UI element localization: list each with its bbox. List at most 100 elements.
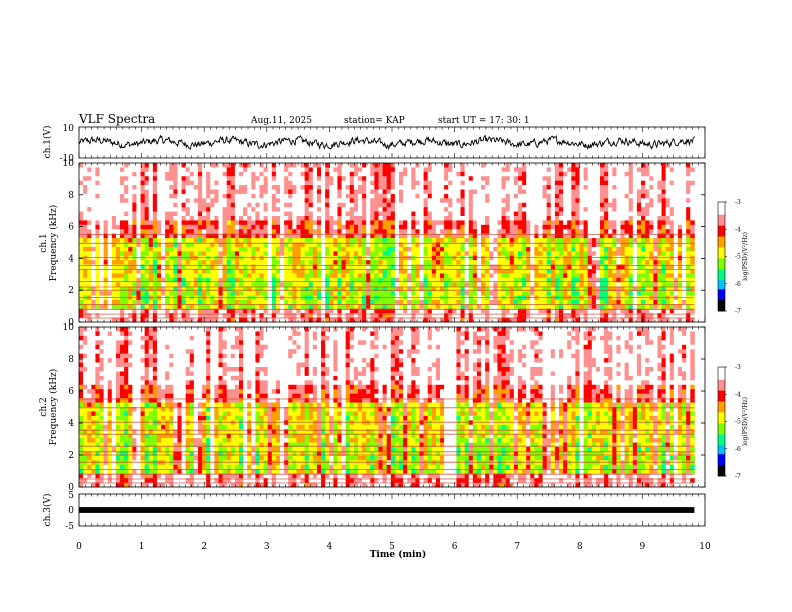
spectrogram-cell xyxy=(370,185,375,190)
spectrogram-cell xyxy=(575,211,580,217)
spectrogram-cell xyxy=(513,207,519,212)
spectrogram-cell xyxy=(649,176,654,182)
spectrogram-cell xyxy=(337,211,342,217)
spectrogram-cell xyxy=(284,189,289,195)
spectrogram-cell xyxy=(288,269,293,274)
spectrogram-cell xyxy=(91,193,96,199)
spectrogram-cell xyxy=(111,202,117,208)
spectrogram-cell xyxy=(665,207,671,212)
spectrogram-cell xyxy=(83,269,88,274)
spectrogram-cell xyxy=(493,216,498,221)
spectrogram-cell xyxy=(481,211,486,217)
spectrogram-cell xyxy=(333,304,338,310)
spectrogram-cell xyxy=(608,207,613,212)
spectrogram-cell xyxy=(579,171,584,177)
spectrogram-cell xyxy=(632,193,638,199)
spectrogram-cell xyxy=(152,171,158,177)
spectrogram-cell xyxy=(345,167,351,173)
spectrogram-cell xyxy=(620,255,626,261)
spectrogram-cell xyxy=(271,299,277,305)
spectrogram-cell xyxy=(292,273,297,279)
spectrogram-cell xyxy=(267,299,273,305)
spectrogram-cell xyxy=(595,180,601,186)
spectrogram-cell xyxy=(337,207,342,212)
spectrogram-cell xyxy=(357,163,363,168)
spectrogram-cell xyxy=(563,216,568,221)
spectrogram-cell xyxy=(653,264,658,270)
spectrogram-cell xyxy=(513,286,519,292)
spectrogram-cell xyxy=(83,216,88,221)
spectrogram-cell xyxy=(608,176,613,182)
spectrogram-cell xyxy=(222,291,228,296)
spectrogram-cell xyxy=(628,220,634,226)
spectrogram-cell xyxy=(563,269,568,274)
spectrogram-cell xyxy=(103,185,109,190)
spectrogram-cell xyxy=(386,180,392,186)
spectrogram-cell xyxy=(267,238,273,243)
spectrogram-cell xyxy=(214,286,219,292)
spectrogram-cell xyxy=(423,238,429,243)
spectrogram-cell xyxy=(169,216,174,221)
spectrogram-cell xyxy=(247,220,252,226)
spectrogram-cell xyxy=(197,171,203,177)
spectrogram-cell xyxy=(251,193,256,199)
spectrogram-cell xyxy=(415,251,420,257)
spectrogram-cell xyxy=(386,273,392,279)
spectrogram-cell xyxy=(415,229,420,235)
spectrogram-cell xyxy=(280,167,285,173)
spectrogram-cell xyxy=(152,189,158,195)
spectrogram-cell xyxy=(353,180,359,186)
spectrogram-cell xyxy=(587,216,593,221)
spectrogram-cell xyxy=(251,264,256,270)
spectrogram-cell xyxy=(345,220,351,226)
spectrogram-cell xyxy=(206,202,211,208)
spectrogram-cell xyxy=(210,176,215,182)
spectrogram-cell xyxy=(156,286,162,292)
spectrogram-cell xyxy=(489,277,494,283)
spectrogram-cell xyxy=(604,233,609,239)
spectrogram-cell xyxy=(641,180,646,186)
spectrogram-cell xyxy=(460,176,466,182)
spectrogram-cell xyxy=(300,246,306,252)
spectrogram-cell xyxy=(423,269,429,274)
spectrogram-cell xyxy=(140,171,146,177)
spectrogram-cell xyxy=(411,251,416,257)
spectrogram-cell xyxy=(661,277,667,283)
spectrogram-cell xyxy=(144,185,150,190)
spectrogram-cell xyxy=(124,185,129,190)
spectrogram-cell xyxy=(341,260,347,265)
spectrogram-cell xyxy=(374,286,379,292)
spectrogram-cell xyxy=(526,207,531,212)
spectrogram-cell xyxy=(103,198,109,204)
spectrogram-cell xyxy=(690,277,695,283)
spectrogram-cell xyxy=(612,220,617,226)
spectrogram-cell xyxy=(653,255,658,261)
spectrogram-cell xyxy=(690,255,695,261)
spectrogram-cell xyxy=(337,224,342,230)
spectrogram-cell xyxy=(501,180,507,186)
spectrogram-cell xyxy=(91,255,96,261)
spectrogram-cell xyxy=(238,238,244,243)
spectrogram-cell xyxy=(345,291,351,296)
spectrogram-cell xyxy=(206,224,211,230)
spectrogram-cell xyxy=(148,264,154,270)
spectrogram-cell xyxy=(148,163,154,168)
spectrogram-cell xyxy=(522,246,527,252)
spectrogram-cell xyxy=(222,180,228,186)
spectrogram-cell xyxy=(91,176,96,182)
spectrogram-cell xyxy=(120,269,125,274)
spectrogram-cell xyxy=(148,185,154,190)
spectrogram-cell xyxy=(284,238,289,243)
spectrogram-cell xyxy=(165,216,170,221)
spectrogram-cell xyxy=(374,171,379,177)
spectrogram-cell xyxy=(608,233,613,239)
spectrogram-cell xyxy=(620,277,626,283)
spectrogram-cell xyxy=(604,229,609,235)
spectrogram-cell xyxy=(337,251,342,257)
spectrogram-cell xyxy=(682,273,687,279)
spectrogram-cell xyxy=(156,180,162,186)
spectrogram-cell xyxy=(288,163,293,168)
spectrogram-cell xyxy=(161,295,166,301)
spectrogram-cell xyxy=(571,167,576,173)
spectrogram-cell xyxy=(497,233,502,239)
